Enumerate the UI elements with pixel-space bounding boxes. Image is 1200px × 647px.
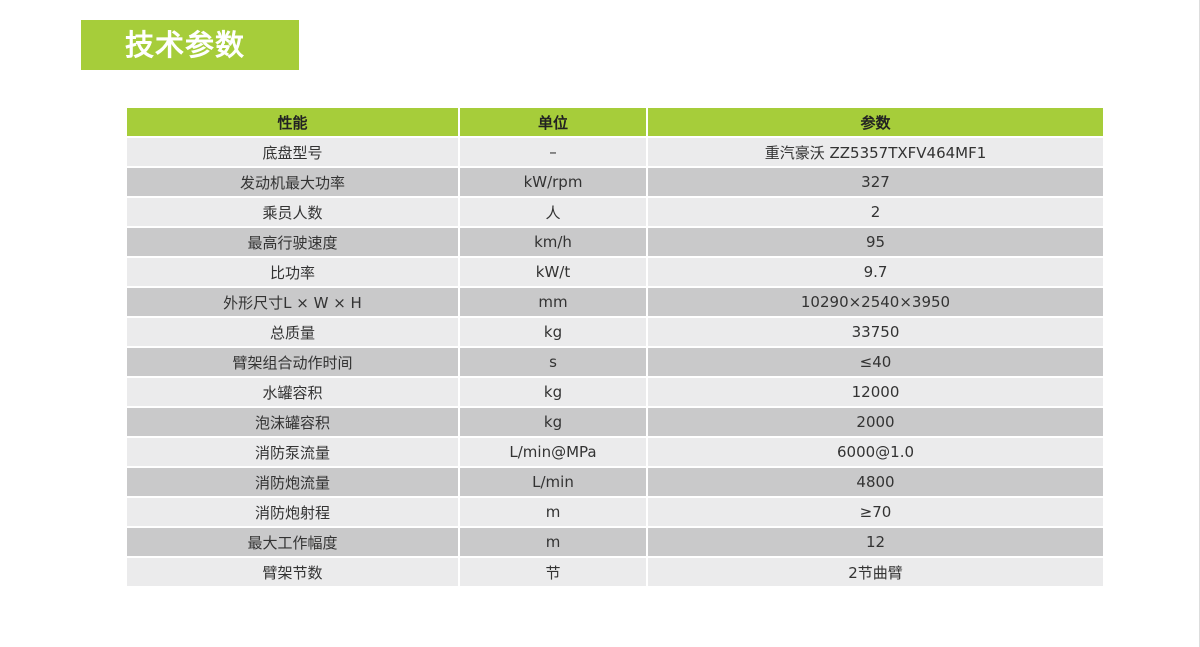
cell-unit: L/min@MPa: [460, 438, 646, 466]
cell-performance: 发动机最大功率: [127, 168, 458, 196]
cell-value: 33750: [648, 318, 1103, 346]
table-header: 性能 单位 参数: [127, 108, 1103, 136]
cell-unit: mm: [460, 288, 646, 316]
table-row: 比功率 kW/t 9.7: [127, 258, 1103, 286]
cell-unit: kW/t: [460, 258, 646, 286]
cell-performance: 泡沫罐容积: [127, 408, 458, 436]
cell-performance: 最高行驶速度: [127, 228, 458, 256]
cell-value: 10290×2540×3950: [648, 288, 1103, 316]
cell-value: 95: [648, 228, 1103, 256]
table-row: 乘员人数人 2: [127, 198, 1103, 226]
cell-unit: km/h: [460, 228, 646, 256]
cell-value: 2: [648, 198, 1103, 226]
cell-performance: 消防泵流量: [127, 438, 458, 466]
cell-unit: 人: [460, 198, 646, 226]
cell-performance: 消防炮流量: [127, 468, 458, 496]
cell-performance: 消防炮射程: [127, 498, 458, 526]
table-row: 消防泵流量 L/min@MPa 6000@1.0: [127, 438, 1103, 466]
cell-unit: L/min: [460, 468, 646, 496]
header-parameter: 参数: [648, 108, 1103, 136]
cell-unit: m: [460, 528, 646, 556]
section-title: 技术参数: [81, 20, 299, 70]
cell-value: ≤40: [648, 348, 1103, 376]
cell-value: 6000@1.0: [648, 438, 1103, 466]
cell-performance: 总质量: [127, 318, 458, 346]
table-row: 臂架组合动作时间 s ≤40: [127, 348, 1103, 376]
cell-value: 2节曲臂: [648, 558, 1103, 586]
table-row: 泡沫罐容积 kg 2000: [127, 408, 1103, 436]
cell-value: 12: [648, 528, 1103, 556]
table-row: 消防炮射程 m ≥70: [127, 498, 1103, 526]
table-row: 最高行驶速度 km/h 95: [127, 228, 1103, 256]
cell-performance: 比功率: [127, 258, 458, 286]
cell-value: 12000: [648, 378, 1103, 406]
table-row: 总质量 kg 33750: [127, 318, 1103, 346]
cell-performance: 最大工作幅度: [127, 528, 458, 556]
cell-performance: 臂架组合动作时间: [127, 348, 458, 376]
cell-value: 4800: [648, 468, 1103, 496]
header-unit: 单位: [460, 108, 646, 136]
table-row: 消防炮流量 L/min 4800: [127, 468, 1103, 496]
cell-unit: kW/rpm: [460, 168, 646, 196]
cell-performance: 水罐容积: [127, 378, 458, 406]
cell-performance: 臂架节数: [127, 558, 458, 586]
cell-value: 2000: [648, 408, 1103, 436]
cell-unit: kg: [460, 318, 646, 346]
cell-unit: kg: [460, 378, 646, 406]
cell-value: ≥70: [648, 498, 1103, 526]
cell-performance: 外形尺寸L × W × H: [127, 288, 458, 316]
cell-value: 重汽豪沃 ZZ5357TXFV464MF1: [648, 138, 1103, 166]
cell-unit: s: [460, 348, 646, 376]
cell-unit: –: [460, 138, 646, 166]
table-row: 发动机最大功率 kW/rpm 327: [127, 168, 1103, 196]
table-row: 底盘型号 – 重汽豪沃 ZZ5357TXFV464MF1: [127, 138, 1103, 166]
cell-value: 327: [648, 168, 1103, 196]
header-performance: 性能: [127, 108, 458, 136]
table-row: 水罐容积 kg 12000: [127, 378, 1103, 406]
cell-unit: 节: [460, 558, 646, 586]
cell-unit: m: [460, 498, 646, 526]
spec-table: 性能 单位 参数 底盘型号 – 重汽豪沃 ZZ5357TXFV464MF1 发动机最大…: [125, 106, 1105, 588]
cell-unit: kg: [460, 408, 646, 436]
cell-performance: 底盘型号: [127, 138, 458, 166]
table-row: 最大工作幅度 m 12: [127, 528, 1103, 556]
table-row: 臂架节数节 2节曲臂: [127, 558, 1103, 586]
cell-performance: 乘员人数: [127, 198, 458, 226]
cell-value: 9.7: [648, 258, 1103, 286]
